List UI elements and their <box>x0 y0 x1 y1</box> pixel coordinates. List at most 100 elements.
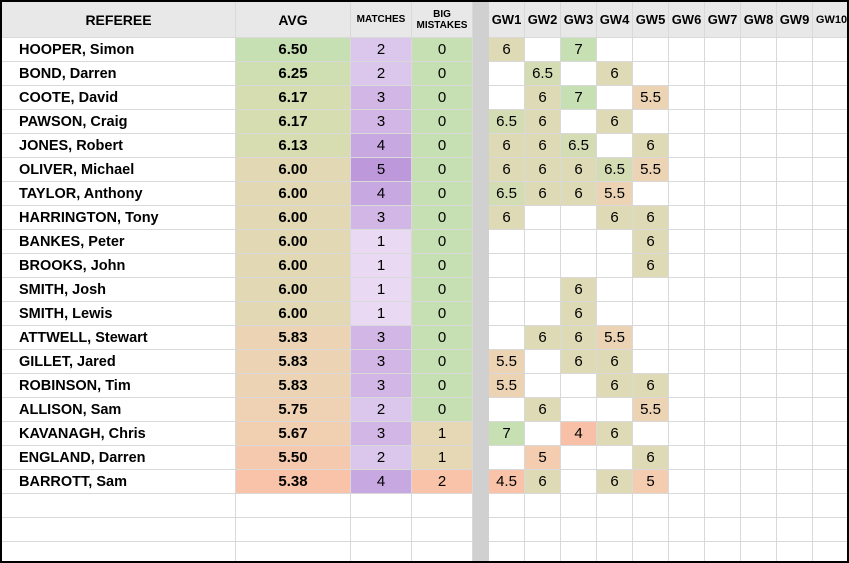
gw-score-cell[interactable]: 5.5 <box>633 86 669 110</box>
gw-score-cell[interactable]: 6 <box>597 350 633 374</box>
empty-cell[interactable] <box>633 542 669 561</box>
gw-score-cell[interactable]: 6 <box>489 158 525 182</box>
avg-cell[interactable]: 5.67 <box>236 422 351 446</box>
gw-score-cell[interactable] <box>597 230 633 254</box>
gw-score-cell[interactable] <box>597 38 633 62</box>
mistakes-cell[interactable]: 0 <box>412 302 473 326</box>
gw-score-cell[interactable] <box>669 326 705 350</box>
empty-cell[interactable] <box>561 542 597 561</box>
empty-cell[interactable] <box>489 542 525 561</box>
referee-name[interactable]: HOOPER, Simon <box>2 38 236 62</box>
avg-cell[interactable]: 5.83 <box>236 374 351 398</box>
gw-score-cell[interactable] <box>633 110 669 134</box>
empty-cell[interactable] <box>525 518 561 542</box>
gw-score-cell[interactable]: 6 <box>525 182 561 206</box>
gw-score-cell[interactable]: 6 <box>525 470 561 494</box>
gw-score-cell[interactable] <box>669 254 705 278</box>
gw-score-cell[interactable] <box>669 302 705 326</box>
referee-name[interactable]: HARRINGTON, Tony <box>2 206 236 230</box>
gw-score-cell[interactable]: 6.5 <box>525 62 561 86</box>
avg-cell[interactable]: 5.83 <box>236 326 351 350</box>
gw-score-cell[interactable]: 6 <box>633 230 669 254</box>
mistakes-cell[interactable]: 0 <box>412 110 473 134</box>
avg-cell[interactable]: 6.17 <box>236 110 351 134</box>
referee-name[interactable]: ENGLAND, Darren <box>2 446 236 470</box>
gw-score-cell[interactable]: 6 <box>561 350 597 374</box>
gw-score-cell[interactable] <box>705 110 741 134</box>
matches-cell[interactable]: 2 <box>351 62 412 86</box>
gw-score-cell[interactable] <box>561 446 597 470</box>
referee-name[interactable]: PAWSON, Craig <box>2 110 236 134</box>
gw-score-cell[interactable]: 6 <box>597 374 633 398</box>
empty-cell[interactable] <box>741 518 777 542</box>
gw-score-cell[interactable] <box>777 302 813 326</box>
mistakes-cell[interactable]: 1 <box>412 446 473 470</box>
empty-cell[interactable] <box>669 518 705 542</box>
gw-score-cell[interactable]: 6 <box>597 206 633 230</box>
referee-name[interactable]: BOND, Darren <box>2 62 236 86</box>
empty-cell[interactable] <box>597 518 633 542</box>
gw-score-cell[interactable] <box>777 134 813 158</box>
gw-score-cell[interactable] <box>633 422 669 446</box>
gw-score-cell[interactable]: 6.5 <box>489 182 525 206</box>
empty-cell[interactable] <box>561 494 597 518</box>
gw-score-cell[interactable] <box>813 302 847 326</box>
referee-name[interactable]: TAYLOR, Anthony <box>2 182 236 206</box>
gw-score-cell[interactable] <box>633 302 669 326</box>
gw-score-cell[interactable] <box>813 134 847 158</box>
gw-score-cell[interactable]: 7 <box>489 422 525 446</box>
gw-score-cell[interactable] <box>597 446 633 470</box>
gw-score-cell[interactable] <box>633 38 669 62</box>
referee-name[interactable]: KAVANAGH, Chris <box>2 422 236 446</box>
gw-score-cell[interactable] <box>777 398 813 422</box>
empty-cell[interactable] <box>351 542 412 561</box>
gw-score-cell[interactable] <box>777 326 813 350</box>
gw-score-cell[interactable]: 6 <box>561 302 597 326</box>
empty-cell[interactable] <box>597 494 633 518</box>
gw-score-cell[interactable] <box>705 326 741 350</box>
gw-score-cell[interactable] <box>777 374 813 398</box>
gw-score-cell[interactable]: 5.5 <box>633 398 669 422</box>
gw-score-cell[interactable]: 5 <box>525 446 561 470</box>
gw-score-cell[interactable]: 5.5 <box>633 158 669 182</box>
gw-score-cell[interactable] <box>813 398 847 422</box>
matches-cell[interactable]: 4 <box>351 182 412 206</box>
gw-score-cell[interactable]: 4.5 <box>489 470 525 494</box>
matches-cell[interactable]: 1 <box>351 302 412 326</box>
gw-score-cell[interactable] <box>669 158 705 182</box>
gw-score-cell[interactable] <box>741 206 777 230</box>
gw-score-cell[interactable] <box>633 326 669 350</box>
gw-score-cell[interactable]: 6 <box>525 158 561 182</box>
avg-cell[interactable]: 6.00 <box>236 206 351 230</box>
empty-cell[interactable] <box>669 542 705 561</box>
referee-name[interactable]: BANKES, Peter <box>2 230 236 254</box>
empty-cell[interactable] <box>669 494 705 518</box>
gw-score-cell[interactable] <box>669 62 705 86</box>
empty-cell[interactable] <box>351 494 412 518</box>
referee-name[interactable]: COOTE, David <box>2 86 236 110</box>
gw-score-cell[interactable]: 5 <box>633 470 669 494</box>
avg-cell[interactable]: 6.00 <box>236 158 351 182</box>
gw-score-cell[interactable] <box>669 446 705 470</box>
empty-cell[interactable] <box>2 542 236 561</box>
gw-score-cell[interactable] <box>741 470 777 494</box>
matches-cell[interactable]: 3 <box>351 86 412 110</box>
gw-score-cell[interactable] <box>741 326 777 350</box>
gw-score-cell[interactable] <box>777 182 813 206</box>
gw-score-cell[interactable]: 6 <box>525 110 561 134</box>
gw-score-cell[interactable] <box>561 230 597 254</box>
matches-cell[interactable]: 3 <box>351 374 412 398</box>
gw-score-cell[interactable] <box>741 86 777 110</box>
empty-cell[interactable] <box>777 518 813 542</box>
gw-score-cell[interactable] <box>705 446 741 470</box>
mistakes-cell[interactable]: 0 <box>412 278 473 302</box>
gw-score-cell[interactable] <box>525 302 561 326</box>
empty-cell[interactable] <box>633 494 669 518</box>
avg-cell[interactable]: 6.00 <box>236 278 351 302</box>
gw-score-cell[interactable]: 6 <box>489 38 525 62</box>
referee-name[interactable]: JONES, Robert <box>2 134 236 158</box>
gw-score-cell[interactable]: 6 <box>525 86 561 110</box>
mistakes-cell[interactable]: 2 <box>412 470 473 494</box>
gw-score-cell[interactable] <box>705 86 741 110</box>
gw-score-cell[interactable] <box>813 206 847 230</box>
